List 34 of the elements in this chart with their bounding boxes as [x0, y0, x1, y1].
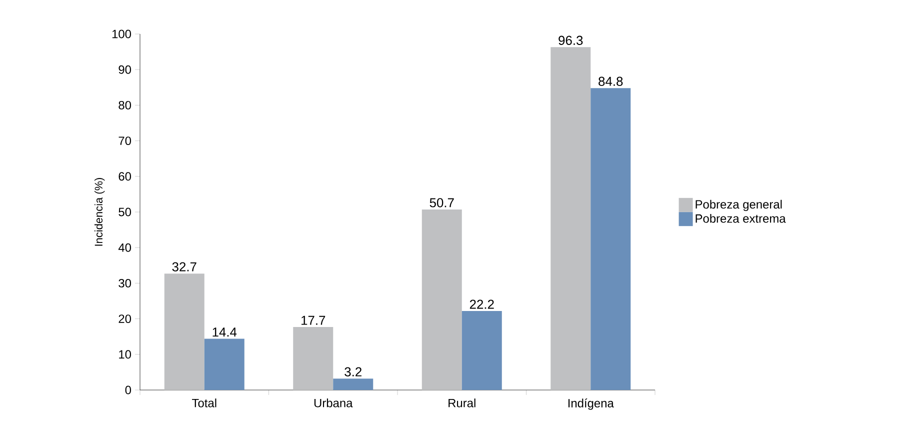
- data-label: 22.2: [470, 300, 494, 309]
- y-tick-label: 20: [118, 314, 132, 324]
- y-axis-title: Incidencia (%): [94, 178, 105, 246]
- x-tick-label: Urbana: [314, 398, 353, 408]
- data-label: 50.7: [430, 198, 454, 208]
- data-label: 32.7: [172, 262, 196, 272]
- data-label: 14.4: [212, 328, 237, 337]
- y-tick-label: 100: [112, 30, 132, 38]
- legend-label: Pobreza extrema: [696, 214, 786, 223]
- x-tick-label: Rural: [448, 398, 476, 408]
- y-tick-label: 60: [118, 172, 132, 181]
- y-tick-label: 0: [125, 386, 132, 394]
- x-tick-label: Total: [192, 398, 216, 408]
- data-label: 84.8: [598, 76, 623, 86]
- bar: [164, 274, 204, 390]
- bar: [462, 310, 502, 390]
- legend-label: Pobreza general: [696, 200, 782, 211]
- bar: [422, 210, 462, 390]
- y-tick-label: 40: [118, 243, 132, 252]
- y-tick-label: 50: [118, 208, 132, 216]
- x-tick-label: Indígena: [568, 398, 614, 410]
- bar: [590, 88, 631, 390]
- data-label: 17.7: [302, 316, 326, 325]
- y-tick-label: 30: [118, 278, 132, 288]
- data-label: 3.2: [344, 367, 362, 376]
- y-tick-label: 80: [118, 100, 132, 110]
- bar: [293, 326, 334, 390]
- y-tick-label: 10: [119, 350, 132, 359]
- bar: [333, 378, 374, 390]
- y-tick-label: 90: [118, 65, 132, 74]
- bar: [550, 47, 591, 390]
- y-tick-label: 70: [118, 136, 132, 146]
- data-label: 96.3: [558, 36, 583, 45]
- bar: [204, 338, 244, 390]
